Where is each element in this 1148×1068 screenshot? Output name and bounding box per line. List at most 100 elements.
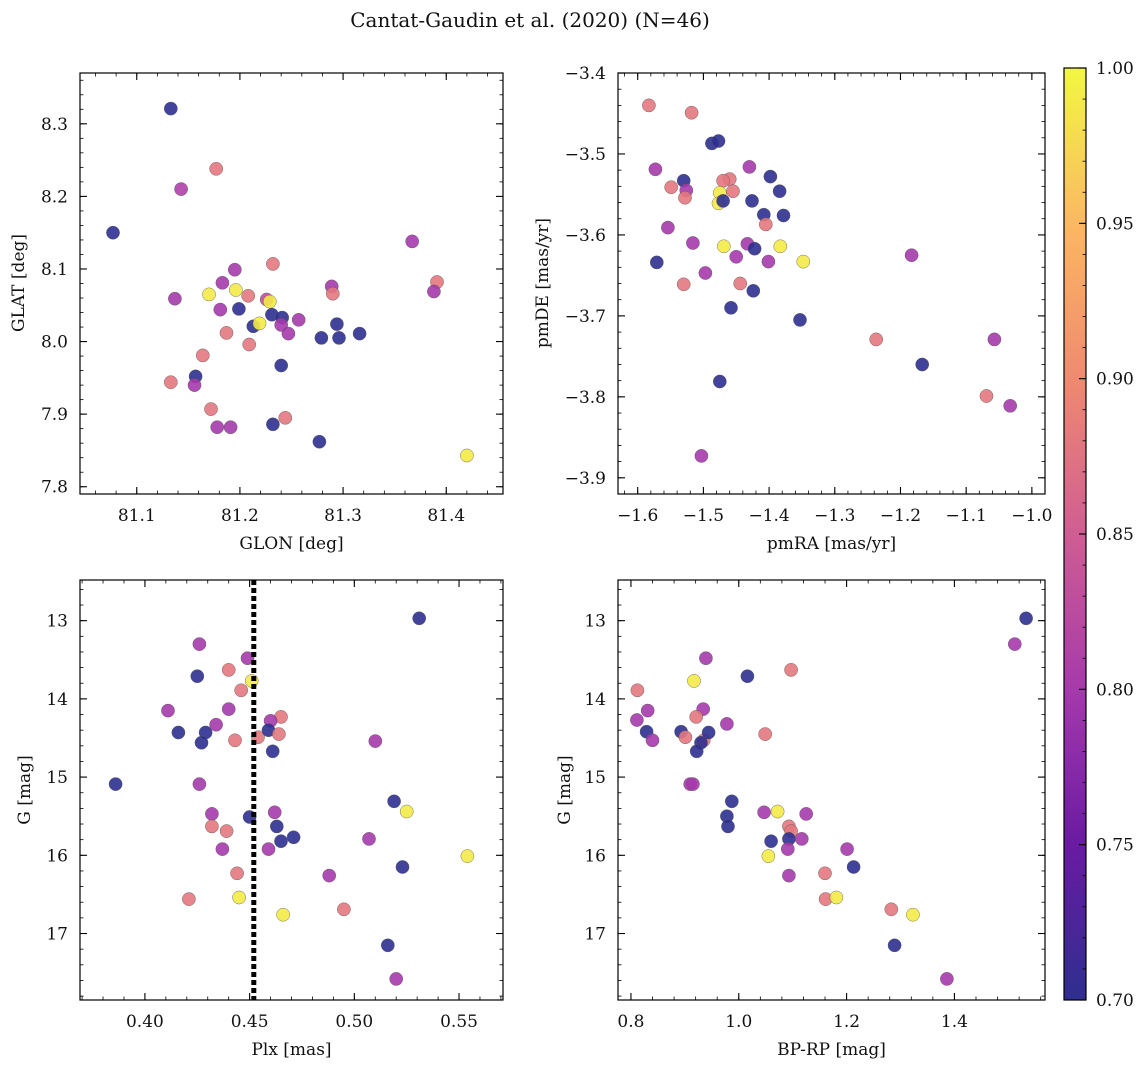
data-point <box>686 777 700 791</box>
data-point <box>325 286 340 301</box>
data-point <box>192 637 207 651</box>
y-tick-label: 16 <box>584 846 606 866</box>
y-tick-label: −3.9 <box>565 469 606 489</box>
data-point <box>380 938 395 953</box>
data-point <box>733 276 748 291</box>
data-point <box>368 734 383 748</box>
points-lonlat <box>106 101 474 463</box>
y-tick-label: 15 <box>46 768 68 788</box>
data-point <box>694 449 709 463</box>
data-point <box>742 160 757 174</box>
data-point <box>228 733 242 748</box>
data-point <box>274 834 288 849</box>
data-point <box>163 375 178 390</box>
data-point <box>676 277 691 292</box>
data-point <box>757 805 771 820</box>
data-point <box>242 337 256 352</box>
x-tick-label: 1.2 <box>833 1012 860 1032</box>
y-axis-label: GLAT [deg] <box>9 234 29 332</box>
data-point <box>412 611 427 626</box>
colorbar-tick-label: 0.85 <box>1096 525 1134 545</box>
data-point <box>678 190 692 205</box>
data-point <box>795 832 809 846</box>
x-tick-label: 1.0 <box>725 1012 752 1032</box>
data-point <box>711 134 726 148</box>
data-point <box>746 283 761 298</box>
colorbar-tick-label: 0.95 <box>1096 214 1134 234</box>
panel-plxg: 0.40 0.45 0.50 0.55 13 14 15 16 17 Plx [mas] G [ma… <box>15 579 504 1060</box>
data-point <box>686 236 700 250</box>
colorbar-tick-label: 0.80 <box>1096 680 1134 700</box>
y-tick-label: 17 <box>46 925 68 945</box>
data-point <box>761 254 776 269</box>
data-point <box>770 804 785 819</box>
data-point <box>460 448 474 463</box>
data-point <box>171 725 186 740</box>
data-point <box>726 184 740 198</box>
data-point <box>758 727 773 741</box>
points-cmd <box>630 611 1033 986</box>
data-point <box>915 357 930 372</box>
data-point <box>405 234 420 249</box>
data-point <box>648 162 663 177</box>
data-point <box>202 287 216 302</box>
data-point <box>267 805 282 820</box>
data-point <box>161 703 175 718</box>
y-tick-label: 8.0 <box>41 333 68 353</box>
data-point <box>664 180 679 194</box>
data-point <box>869 332 884 347</box>
data-point <box>210 420 224 435</box>
x-axis-label: Plx [mas] <box>251 1040 331 1060</box>
x-tick-label: 1.4 <box>941 1012 968 1032</box>
data-point <box>729 249 744 264</box>
data-point <box>642 98 656 113</box>
y-tick-label: 7.8 <box>41 478 68 498</box>
data-point <box>829 890 844 905</box>
data-point <box>230 866 244 881</box>
data-point <box>764 834 778 849</box>
data-point <box>213 302 228 317</box>
data-point <box>108 777 123 791</box>
data-point <box>205 819 219 834</box>
data-point <box>163 101 178 116</box>
panel-cmd: 0.8 1.0 1.2 1.4 13 14 15 16 17 BP-RP [mag] G [mag] <box>555 579 1046 1060</box>
x-tick-label: −1.0 <box>1011 506 1052 526</box>
x-tick-label: 0.55 <box>440 1012 478 1032</box>
data-point <box>724 300 738 315</box>
data-point <box>204 402 218 416</box>
data-point <box>209 161 223 176</box>
data-point <box>182 892 196 906</box>
data-point <box>276 907 290 922</box>
data-point <box>192 777 207 791</box>
panel-lonlat: 81.1 81.2 81.3 81.4 7.8 7.9 8.0 8.1 8.2 8.3 GLON [… <box>9 72 504 554</box>
data-point <box>215 842 230 856</box>
data-point <box>725 794 739 809</box>
y-tick-label: −3.5 <box>565 145 606 165</box>
panels: 81.1 81.2 81.3 81.4 7.8 7.9 8.0 8.1 8.2 8.3 GLON [… <box>9 64 1053 1060</box>
data-point <box>640 703 655 718</box>
data-point <box>362 832 376 846</box>
data-point <box>332 331 346 345</box>
data-point <box>387 794 401 809</box>
data-point <box>940 972 954 986</box>
data-point <box>793 313 807 327</box>
data-point <box>759 217 773 232</box>
y-tick-label: 8.1 <box>41 260 68 280</box>
data-point <box>721 819 735 834</box>
y-axis-label: G [mag] <box>555 755 575 824</box>
panel-pm: −1.6 −1.5 −1.4 −1.3 −1.2 −1.1 −1.0 −3.9 −3.8 −3.7… <box>533 64 1053 554</box>
data-point <box>322 868 337 883</box>
x-axis-label: BP-RP [mag] <box>777 1040 886 1060</box>
data-point <box>884 902 899 917</box>
y-tick-label: −3.4 <box>565 64 606 84</box>
data-point <box>763 169 778 184</box>
x-tick-label: 81.3 <box>324 506 362 526</box>
data-point <box>174 182 188 196</box>
data-point <box>265 744 280 759</box>
points-pm <box>642 98 1018 463</box>
data-point <box>219 326 234 340</box>
data-point <box>272 727 286 741</box>
data-point <box>684 105 699 120</box>
axes-frame <box>79 579 504 1001</box>
y-tick-label: −3.6 <box>565 226 606 246</box>
